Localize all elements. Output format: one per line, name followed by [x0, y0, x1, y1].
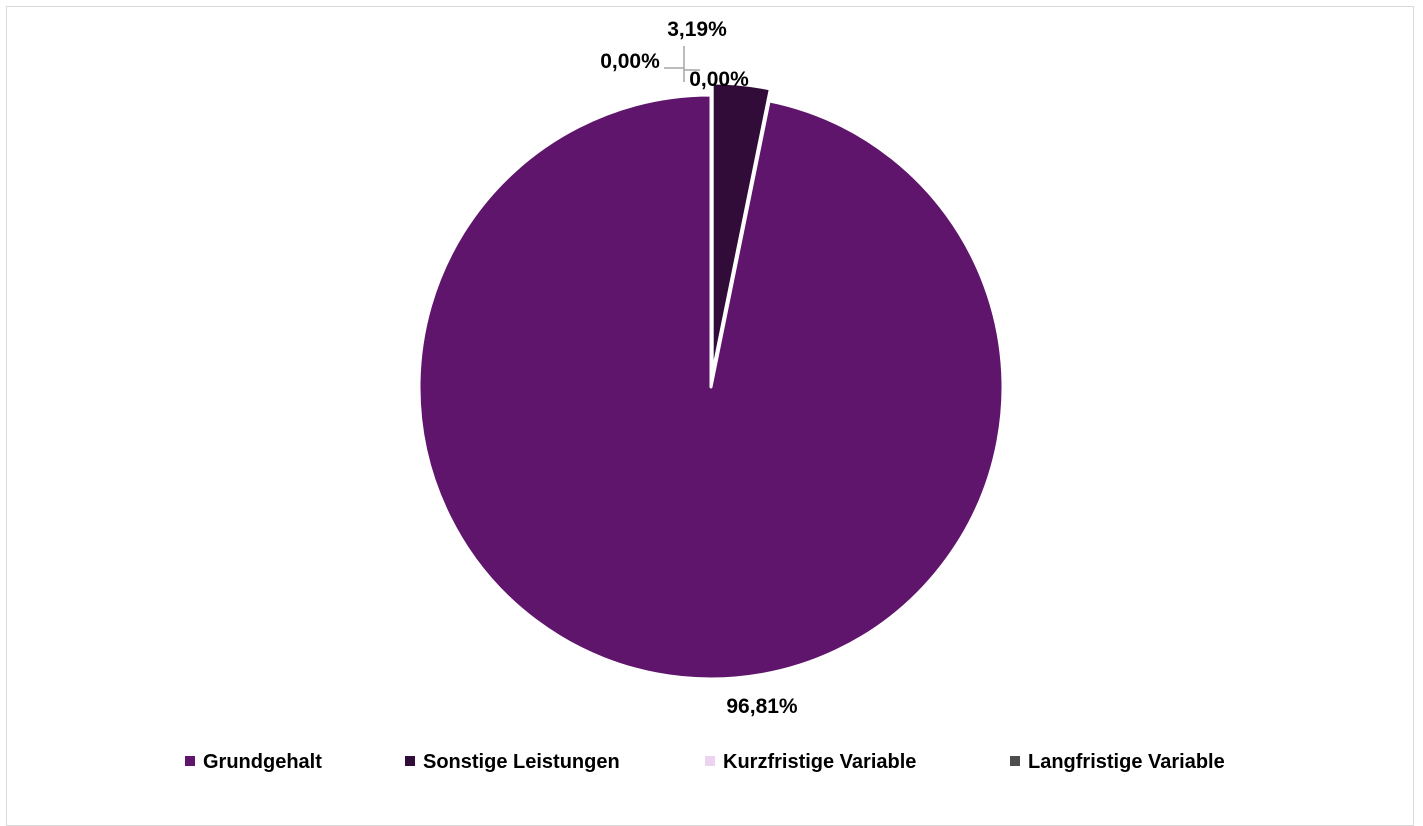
- legend-swatch-kurzfristige-variable: [705, 756, 715, 766]
- pie-slice-sonstige-leistungen: [710, 81, 772, 377]
- legend-label-langfristige-variable: Langfristige Variable: [1028, 751, 1225, 773]
- legend-swatch-sonstige-leistungen: [405, 756, 415, 766]
- pie-slice-grundgehalt: [417, 93, 1005, 681]
- legend-label-kurzfristige-variable: Kurzfristige Variable: [723, 751, 916, 773]
- data-labels: 96,81% 3,19% 0,00% 0,00%: [600, 18, 798, 718]
- legend-label-grundgehalt: Grundgehalt: [203, 751, 322, 773]
- legend: Grundgehalt Sonstige Leistungen Kurzfris…: [185, 751, 1225, 773]
- data-label-langfristige-variable: 0,00%: [689, 68, 749, 91]
- legend-label-sonstige-leistungen: Sonstige Leistungen: [423, 751, 620, 773]
- data-label-sonstige-leistungen: 3,19%: [667, 18, 727, 41]
- pie-slices: [417, 81, 1005, 681]
- legend-swatch-grundgehalt: [185, 756, 195, 766]
- data-label-grundgehalt: 96,81%: [726, 695, 798, 718]
- leader-lines: [664, 46, 700, 82]
- data-label-kurzfristige-variable: 0,00%: [600, 50, 660, 73]
- legend-swatch-langfristige-variable: [1010, 756, 1020, 766]
